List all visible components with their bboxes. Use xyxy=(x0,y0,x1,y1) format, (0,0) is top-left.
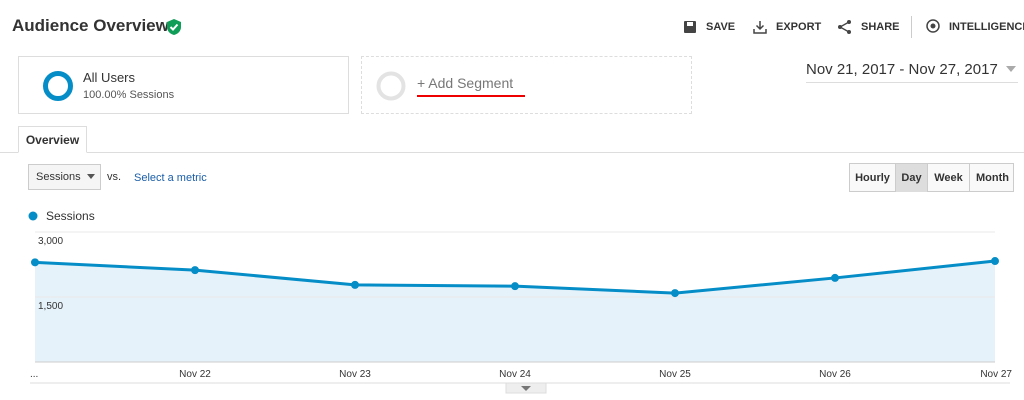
vs-label: vs. xyxy=(107,171,122,183)
separator xyxy=(911,16,912,38)
data-point xyxy=(991,257,999,266)
granularity-button[interactable]: Day xyxy=(896,164,928,192)
x-tick-label: Nov 25 xyxy=(659,369,691,380)
x-tick-label: Nov 22 xyxy=(179,369,211,380)
add-segment-link[interactable]: + Add Segment xyxy=(417,75,514,91)
compare-metric-link[interactable]: Select a metric xyxy=(134,172,207,184)
segment-card[interactable] xyxy=(18,56,349,114)
x-tick-label: Nov 23 xyxy=(339,369,371,380)
data-point xyxy=(191,266,199,275)
save-icon[interactable] xyxy=(683,20,697,34)
legend-marker xyxy=(28,211,38,221)
red-underline xyxy=(417,95,525,97)
page-title: Audience Overview xyxy=(12,16,169,35)
y-tick-label: 1,500 xyxy=(38,301,63,312)
data-point xyxy=(31,258,39,267)
x-tick-label: ... xyxy=(30,369,38,380)
granularity-button[interactable]: Week xyxy=(928,164,970,192)
export-button[interactable]: EXPORT xyxy=(776,21,822,33)
date-range[interactable]: Nov 21, 2017 - Nov 27, 2017 xyxy=(806,61,998,78)
date-dropdown-arrow[interactable] xyxy=(1005,64,1017,74)
expand-arrow xyxy=(521,386,531,391)
save-button[interactable]: SAVE xyxy=(706,21,736,33)
data-point xyxy=(831,273,839,282)
legend-label: Sessions xyxy=(46,209,95,223)
date-underline xyxy=(806,82,1018,83)
segment-donut xyxy=(43,71,73,101)
y-tick-label: 3,000 xyxy=(38,236,63,247)
share-button[interactable]: SHARE xyxy=(861,21,900,33)
segment-name: All Users xyxy=(83,70,136,85)
share-icon[interactable] xyxy=(837,19,853,35)
metric-arrow xyxy=(87,174,95,179)
data-point xyxy=(511,282,519,291)
x-tick-label: Nov 24 xyxy=(499,369,531,380)
verified-icon xyxy=(167,19,181,35)
data-point xyxy=(671,289,679,298)
metric-dropdown[interactable]: Sessions xyxy=(28,164,101,190)
add-segment-card[interactable] xyxy=(361,56,692,114)
metric-name: Sessions xyxy=(36,171,81,183)
granularity-button[interactable]: Month xyxy=(976,172,1009,184)
x-tick-label: Nov 27 xyxy=(980,369,1012,380)
granularity-group: Hourly Day Week Month xyxy=(849,163,1014,192)
data-point xyxy=(351,280,359,289)
segment-detail: 100.00% Sessions xyxy=(83,89,175,101)
intelligence-icon[interactable] xyxy=(925,18,941,34)
tab[interactable]: Overview xyxy=(18,126,87,153)
x-tick-label: Nov 26 xyxy=(819,369,851,380)
granularity-button[interactable]: Hourly xyxy=(850,164,896,192)
chart: Sessions 1,500 3,000... Nov 22 Nov 23 Nov 24 N… xyxy=(28,209,1012,394)
intelligence-button[interactable]: INTELLIGENCE xyxy=(949,21,1024,33)
tab-rule xyxy=(0,152,1024,153)
export-icon[interactable] xyxy=(752,19,768,35)
add-segment-circle xyxy=(376,71,406,101)
